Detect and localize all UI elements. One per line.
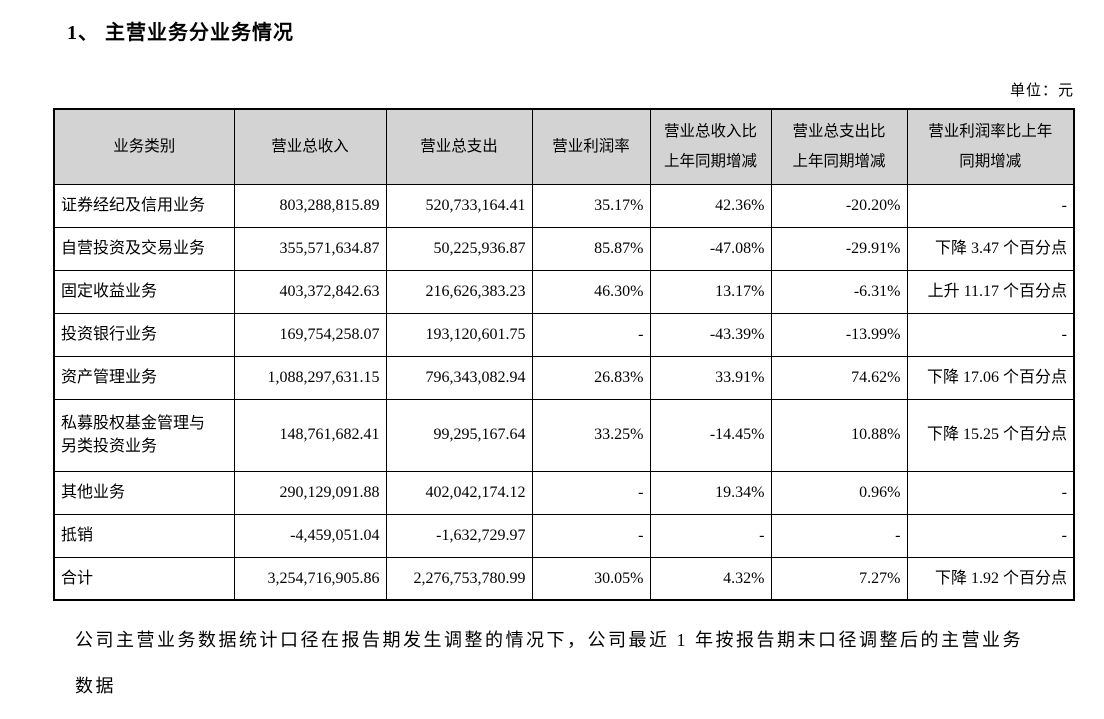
column-header-total-revenue: 营业总收入 <box>233 108 387 185</box>
cell-profit-margin: 85.87% <box>531 226 651 271</box>
table-row: 证券经纪及信用业务 803,288,815.89 520,733,164.41 … <box>53 183 1075 228</box>
cell-revenue-yoy: 33.91% <box>649 355 772 400</box>
cell-total-expense: 520,733,164.41 <box>385 183 533 228</box>
column-header-profit-margin: 营业利润率 <box>531 108 651 185</box>
cell-expense-yoy: 7.27% <box>770 556 908 601</box>
document-page: 1、 主营业务分业务情况 单位：元 业务类别 营业总收入 营业总支出 营业利润率… <box>0 16 1104 719</box>
column-header-total-expense: 营业总支出 <box>385 108 533 185</box>
cell-total-revenue: 403,372,842.63 <box>233 269 387 314</box>
cell-total-revenue: 355,571,634.87 <box>233 226 387 271</box>
footnote: 公司主营业务数据统计口径在报告期发生调整的情况下，公司最近 1 年按报告期末口径… <box>75 617 1064 709</box>
cell-total-expense: 402,042,174.12 <box>385 470 533 515</box>
cell-profit-margin: 35.17% <box>531 183 651 228</box>
cell-business-type: 抵销 <box>53 513 235 558</box>
cell-business-type: 投资银行业务 <box>53 312 235 357</box>
cell-total-expense: 99,295,167.64 <box>385 398 533 472</box>
cell-total-expense: 216,626,383.23 <box>385 269 533 314</box>
table-row: 自营投资及交易业务 355,571,634.87 50,225,936.87 8… <box>53 226 1075 271</box>
cell-expense-yoy: -6.31% <box>770 269 908 314</box>
unit-label: 单位：元 <box>1009 83 1074 99</box>
table-row: 抵销 -4,459,051.04 -1,632,729.97 - - - - <box>53 513 1075 558</box>
table-row: 私募股权基金管理与 另类投资业务 148,761,682.41 99,295,1… <box>53 398 1075 472</box>
cell-revenue-yoy: -47.08% <box>649 226 772 271</box>
cell-expense-yoy: -13.99% <box>770 312 908 357</box>
cell-total-revenue: 148,761,682.41 <box>233 398 387 472</box>
cell-total-expense: 2,276,753,780.99 <box>385 556 533 601</box>
cell-business-type: 证券经纪及信用业务 <box>53 183 235 228</box>
section-title: 1、 主营业务分业务情况 <box>67 22 294 44</box>
cell-total-expense: -1,632,729.97 <box>385 513 533 558</box>
cell-total-revenue: 3,254,716,905.86 <box>233 556 387 601</box>
table-row: 固定收益业务 403,372,842.63 216,626,383.23 46.… <box>53 269 1075 314</box>
cell-expense-yoy: -20.20% <box>770 183 908 228</box>
footnote-line-1: 公司主营业务数据统计口径在报告期发生调整的情况下，公司最近 1 年按报告期末口径… <box>75 630 1023 650</box>
cell-profit-margin: - <box>531 312 651 357</box>
cell-margin-yoy: 上升 11.17 个百分点 <box>906 269 1075 314</box>
cell-margin-yoy: 下降 3.47 个百分点 <box>906 226 1075 271</box>
business-segment-table: 业务类别 营业总收入 营业总支出 营业利润率 营业总收入比 上年同期增减 营业总… <box>53 108 1075 601</box>
cell-business-type: 自营投资及交易业务 <box>53 226 235 271</box>
cell-total-expense: 796,343,082.94 <box>385 355 533 400</box>
cell-margin-yoy: 下降 15.25 个百分点 <box>906 398 1075 472</box>
cell-profit-margin: 30.05% <box>531 556 651 601</box>
cell-revenue-yoy: -14.45% <box>649 398 772 472</box>
cell-total-revenue: 1,088,297,631.15 <box>233 355 387 400</box>
table-row: 投资银行业务 169,754,258.07 193,120,601.75 - -… <box>53 312 1075 357</box>
table-row-total: 合计 3,254,716,905.86 2,276,753,780.99 30.… <box>53 556 1075 601</box>
cell-revenue-yoy: - <box>649 513 772 558</box>
column-header-revenue-yoy: 营业总收入比 上年同期增减 <box>649 108 772 185</box>
cell-expense-yoy: - <box>770 513 908 558</box>
column-header-margin-yoy: 营业利润率比上年 同期增减 <box>906 108 1075 185</box>
cell-margin-yoy: 下降 17.06 个百分点 <box>906 355 1075 400</box>
cell-margin-yoy: 下降 1.92 个百分点 <box>906 556 1075 601</box>
cell-margin-yoy: - <box>906 312 1075 357</box>
cell-revenue-yoy: 13.17% <box>649 269 772 314</box>
cell-expense-yoy: 0.96% <box>770 470 908 515</box>
cell-expense-yoy: -29.91% <box>770 226 908 271</box>
cell-margin-yoy: - <box>906 470 1075 515</box>
cell-profit-margin: 26.83% <box>531 355 651 400</box>
table-row: 其他业务 290,129,091.88 402,042,174.12 - 19.… <box>53 470 1075 515</box>
cell-expense-yoy: 74.62% <box>770 355 908 400</box>
cell-revenue-yoy: 42.36% <box>649 183 772 228</box>
cell-total-revenue: 290,129,091.88 <box>233 470 387 515</box>
cell-total-revenue: 803,288,815.89 <box>233 183 387 228</box>
footnote-line-2: 数据 <box>75 676 116 696</box>
cell-profit-margin: - <box>531 470 651 515</box>
cell-margin-yoy: - <box>906 183 1075 228</box>
cell-total-revenue: -4,459,051.04 <box>233 513 387 558</box>
cell-business-type: 固定收益业务 <box>53 269 235 314</box>
cell-business-type: 私募股权基金管理与 另类投资业务 <box>53 398 235 472</box>
cell-expense-yoy: 10.88% <box>770 398 908 472</box>
column-header-business-type: 业务类别 <box>53 108 235 185</box>
cell-margin-yoy: - <box>906 513 1075 558</box>
cell-business-type: 资产管理业务 <box>53 355 235 400</box>
table-row: 资产管理业务 1,088,297,631.15 796,343,082.94 2… <box>53 355 1075 400</box>
table-header-row: 业务类别 营业总收入 营业总支出 营业利润率 营业总收入比 上年同期增减 营业总… <box>53 108 1075 185</box>
cell-revenue-yoy: 19.34% <box>649 470 772 515</box>
cell-profit-margin: - <box>531 513 651 558</box>
cell-business-type: 合计 <box>53 556 235 601</box>
column-header-expense-yoy: 营业总支出比 上年同期增减 <box>770 108 908 185</box>
cell-revenue-yoy: 4.32% <box>649 556 772 601</box>
cell-business-type: 其他业务 <box>53 470 235 515</box>
cell-total-revenue: 169,754,258.07 <box>233 312 387 357</box>
cell-revenue-yoy: -43.39% <box>649 312 772 357</box>
cell-total-expense: 193,120,601.75 <box>385 312 533 357</box>
cell-profit-margin: 33.25% <box>531 398 651 472</box>
cell-profit-margin: 46.30% <box>531 269 651 314</box>
cell-total-expense: 50,225,936.87 <box>385 226 533 271</box>
